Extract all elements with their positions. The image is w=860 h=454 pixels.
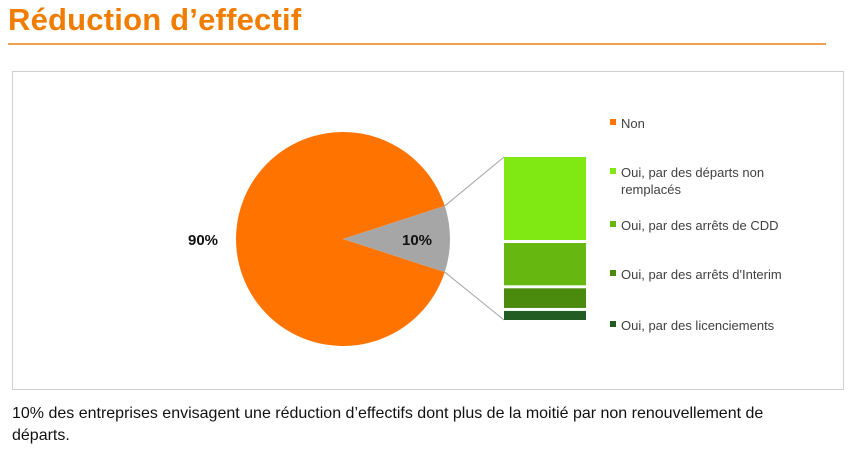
legend-label-oui-par-des-licenciements: Oui, par des licenciements (621, 318, 775, 333)
data-label-oui: 10% (402, 232, 432, 249)
legend-label-oui-par-des-arrets-d-interim: Oui, par des arrêts d'Interim (621, 267, 782, 282)
legend-swatch-non (610, 119, 616, 125)
bar-segment-oui-par-des-licenciements (504, 310, 586, 320)
data-label-non: 90% (188, 232, 218, 249)
connector-lines (444, 156, 505, 321)
pie-slice-oui (343, 205, 450, 273)
pie-slice-non (235, 131, 445, 346)
legend-label-oui-par-des-departs-non-remplaces-line2: remplacés (621, 182, 681, 197)
bar-segment-oui-par-des-arrets-de-cdd (504, 243, 586, 286)
breakdown-bar (504, 157, 586, 320)
bar-segment-oui-par-des-arrets-d-interim (504, 288, 586, 308)
pie (235, 131, 450, 346)
legend-swatch-oui-par-des-departs-non-remplaces (610, 168, 616, 174)
legend-swatch-oui-par-des-arrets-d-interim (610, 270, 616, 276)
legend: Non Oui, par des départs non remplacés Oui,… (610, 116, 782, 333)
connector-line-top (444, 156, 505, 207)
bar-segment-oui-par-des-departs-non-remplaces (504, 157, 586, 241)
title-divider (8, 43, 826, 45)
legend-label-oui-par-des-arrets-de-cdd: Oui, par des arrêts de CDD (621, 218, 779, 233)
caption-text: 10% des entreprises envisagent une réduc… (12, 405, 764, 444)
page-title: Réduction d’effectif (8, 2, 302, 37)
pie-labels: 90% 10% (188, 232, 432, 249)
pie-of-bar-chart: 90% 10% Non Oui, par des départs non rempla… (188, 116, 782, 346)
legend-swatch-oui-par-des-licenciements (610, 321, 616, 327)
connector-line-bottom (444, 271, 505, 321)
chart-frame: 90% 10% Non Oui, par des départs non rempla… (12, 71, 844, 390)
legend-swatch-oui-par-des-arrets-de-cdd (610, 221, 616, 227)
legend-label-non: Non (621, 116, 645, 131)
legend-label-oui-par-des-departs-non-remplaces: Oui, par des départs non (621, 165, 764, 180)
